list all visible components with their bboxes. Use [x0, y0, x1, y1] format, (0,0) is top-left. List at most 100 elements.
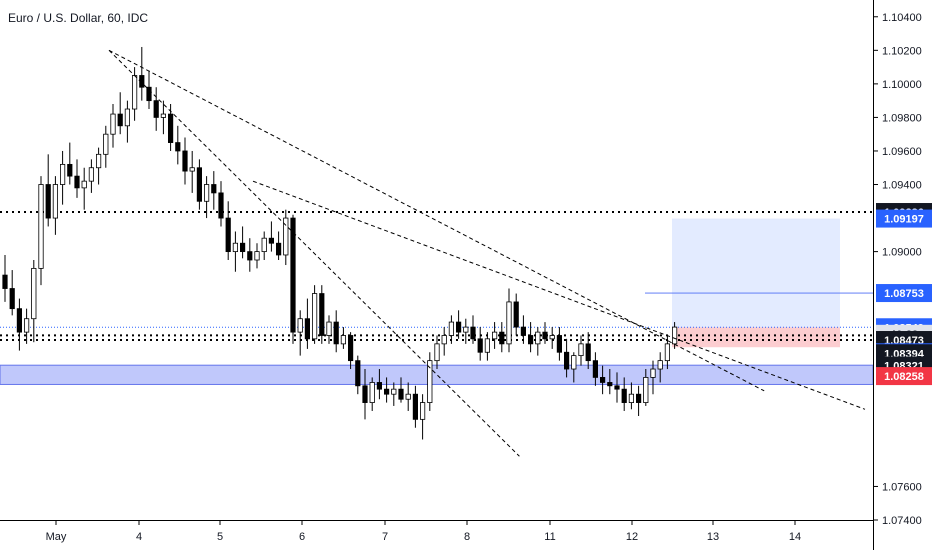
candle — [88, 159, 94, 193]
candle — [81, 167, 87, 210]
candle — [232, 231, 238, 272]
candle — [45, 154, 51, 227]
candle — [60, 150, 66, 205]
candle — [67, 142, 73, 185]
candle — [326, 315, 332, 344]
candle — [600, 365, 606, 395]
candle — [571, 352, 577, 383]
candle — [614, 372, 620, 403]
candle — [355, 355, 361, 395]
trendline-0[interactable] — [108, 49, 520, 457]
position-stop-zone[interactable] — [672, 327, 840, 348]
candle — [117, 92, 123, 135]
candle — [477, 327, 483, 361]
price-label: 1.09197 — [876, 209, 932, 228]
candle — [211, 171, 217, 210]
candle — [628, 382, 635, 410]
candle — [621, 377, 627, 411]
price-label: 1.08753 — [876, 284, 932, 303]
candle — [31, 260, 37, 343]
candle — [585, 332, 591, 370]
candle — [506, 288, 512, 353]
trendline-2[interactable] — [252, 180, 866, 410]
candle — [340, 327, 347, 349]
y-tick-label: 1.09800 — [882, 112, 922, 124]
candle — [319, 285, 325, 344]
candle — [182, 137, 188, 185]
candle — [427, 352, 433, 411]
candle — [96, 147, 102, 185]
candle — [103, 125, 109, 168]
y-tick-label: 1.09600 — [882, 146, 922, 158]
candle — [636, 385, 642, 416]
candle — [153, 87, 159, 131]
candle — [556, 327, 563, 361]
candle — [549, 327, 555, 349]
candle — [542, 322, 548, 344]
candle — [225, 201, 231, 260]
candle — [23, 308, 30, 344]
candle — [520, 315, 527, 344]
candle — [362, 369, 368, 420]
candle — [455, 310, 462, 339]
candle — [16, 298, 23, 351]
y-tick-label: 1.10200 — [882, 45, 922, 57]
candle — [333, 310, 339, 353]
candle — [189, 150, 195, 193]
candle — [2, 254, 8, 302]
candle — [419, 394, 426, 440]
candle — [160, 100, 166, 135]
x-tick-label: 5 — [217, 531, 223, 543]
candle — [275, 231, 282, 260]
x-tick-label: 4 — [136, 531, 142, 543]
candle — [470, 315, 476, 344]
candle — [650, 360, 656, 395]
candle — [290, 214, 296, 344]
candle — [607, 369, 613, 395]
candle — [441, 327, 447, 356]
candle — [535, 327, 541, 356]
candle — [311, 285, 318, 344]
candle — [139, 46, 145, 101]
svg-text:1.08753: 1.08753 — [884, 288, 924, 300]
candle — [52, 176, 59, 235]
candle — [9, 270, 15, 316]
y-tick-label: 1.07600 — [882, 481, 922, 493]
y-tick-label: 1.10400 — [882, 12, 922, 24]
candle — [239, 226, 246, 259]
candle — [484, 332, 491, 361]
candle — [297, 310, 303, 356]
x-tick-label: 8 — [464, 531, 470, 543]
candle — [592, 352, 599, 386]
candle — [347, 332, 354, 370]
candle — [391, 382, 397, 406]
position-target-zone[interactable] — [672, 218, 840, 328]
candle — [398, 377, 404, 403]
candle — [283, 209, 289, 266]
candle — [499, 322, 505, 353]
y-tick-label: 1.07400 — [882, 515, 922, 527]
x-tick-label: 14 — [789, 531, 801, 543]
candle — [110, 104, 116, 148]
svg-text:1.09197: 1.09197 — [884, 214, 924, 226]
x-tick-label: 11 — [544, 531, 555, 543]
candle — [268, 221, 275, 252]
candle — [203, 176, 210, 219]
candle — [196, 159, 202, 210]
x-tick-label: 12 — [626, 531, 638, 543]
candle — [74, 159, 80, 198]
candle — [643, 369, 649, 406]
y-tick-label: 1.10000 — [882, 79, 922, 91]
candle — [463, 318, 469, 344]
price-label: 1.08258 — [876, 367, 932, 386]
y-tick-label: 1.09000 — [882, 247, 922, 259]
candle — [448, 315, 455, 344]
x-tick-label: 13 — [707, 531, 719, 543]
candle — [578, 335, 584, 366]
candle — [304, 298, 311, 349]
candle — [369, 377, 375, 411]
candle — [513, 293, 519, 336]
candle — [664, 335, 671, 370]
y-tick-label: 1.09400 — [882, 180, 922, 192]
